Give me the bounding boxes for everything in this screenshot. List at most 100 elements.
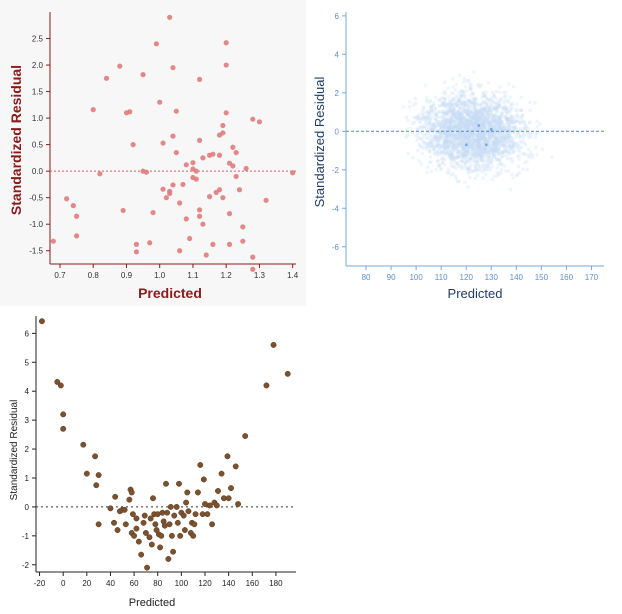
data-point bbox=[465, 151, 469, 155]
data-point bbox=[464, 150, 468, 154]
data-point bbox=[482, 117, 487, 121]
data-point bbox=[469, 159, 473, 163]
data-point bbox=[512, 141, 516, 145]
data-point bbox=[220, 122, 226, 129]
data-point bbox=[453, 124, 458, 128]
data-point bbox=[501, 110, 505, 114]
data-point bbox=[479, 128, 483, 132]
data-point bbox=[428, 134, 432, 138]
data-point bbox=[477, 152, 481, 156]
data-point bbox=[474, 133, 478, 138]
x-tick-label: -20 bbox=[34, 579, 46, 588]
data-point bbox=[485, 151, 489, 155]
data-point bbox=[103, 75, 110, 81]
data-point bbox=[512, 120, 516, 125]
data-point bbox=[177, 532, 184, 539]
data-point bbox=[476, 139, 480, 143]
data-point bbox=[495, 116, 499, 120]
data-point bbox=[233, 149, 239, 156]
data-point bbox=[449, 173, 453, 177]
data-point bbox=[441, 124, 445, 129]
data-point bbox=[483, 140, 487, 145]
data-point bbox=[499, 168, 503, 172]
data-point bbox=[471, 146, 475, 150]
data-point bbox=[464, 141, 468, 145]
data-point bbox=[517, 115, 521, 119]
data-point bbox=[473, 128, 477, 132]
data-point bbox=[428, 150, 432, 154]
data-point bbox=[480, 133, 484, 138]
data-point bbox=[460, 116, 464, 120]
data-point bbox=[468, 119, 472, 124]
data-point bbox=[242, 433, 249, 439]
data-point bbox=[510, 114, 514, 118]
data-point bbox=[485, 149, 489, 153]
data-point bbox=[485, 110, 489, 114]
data-point bbox=[456, 132, 461, 136]
data-point bbox=[464, 148, 468, 152]
data-point bbox=[497, 145, 501, 149]
data-point bbox=[467, 134, 471, 138]
data-point bbox=[478, 137, 482, 141]
data-point bbox=[492, 143, 496, 148]
data-point bbox=[223, 40, 229, 46]
data-point bbox=[510, 141, 514, 145]
data-point bbox=[422, 106, 426, 110]
data-point bbox=[523, 126, 528, 130]
data-point bbox=[499, 156, 503, 160]
data-point bbox=[508, 143, 512, 148]
data-point bbox=[498, 152, 502, 157]
data-point bbox=[477, 120, 481, 124]
data-point bbox=[511, 144, 515, 148]
data-point bbox=[440, 103, 444, 108]
data-point bbox=[488, 129, 492, 133]
data-point bbox=[481, 154, 485, 158]
data-point bbox=[436, 137, 440, 141]
data-point bbox=[478, 147, 483, 151]
data-point bbox=[495, 136, 499, 140]
data-point bbox=[465, 144, 470, 148]
data-point bbox=[472, 131, 476, 135]
data-point bbox=[456, 132, 460, 136]
data-point bbox=[446, 127, 450, 131]
y-tick-label: -6 bbox=[332, 243, 340, 252]
data-point bbox=[535, 119, 539, 123]
x-tick-label: 120 bbox=[198, 579, 212, 588]
data-point bbox=[477, 85, 482, 89]
data-point bbox=[509, 146, 513, 150]
data-point bbox=[509, 125, 514, 129]
data-point bbox=[428, 119, 432, 123]
data-point bbox=[491, 118, 495, 122]
data-point bbox=[462, 153, 466, 157]
data-point bbox=[503, 137, 507, 141]
data-point bbox=[469, 109, 473, 113]
data-point bbox=[476, 136, 480, 140]
data-point bbox=[446, 133, 451, 137]
data-point bbox=[456, 154, 460, 158]
data-point bbox=[456, 127, 460, 131]
data-point bbox=[460, 113, 464, 117]
data-point bbox=[508, 157, 512, 161]
data-point bbox=[516, 131, 520, 135]
data-point bbox=[518, 126, 522, 130]
x-tick-label: 0 bbox=[61, 579, 66, 588]
data-point bbox=[462, 149, 467, 153]
data-point bbox=[487, 81, 491, 85]
data-point bbox=[442, 119, 446, 123]
data-point bbox=[488, 124, 492, 128]
data-point bbox=[485, 117, 489, 121]
data-point bbox=[451, 118, 455, 122]
data-point bbox=[482, 148, 486, 152]
data-point bbox=[456, 143, 460, 147]
data-point bbox=[494, 128, 498, 132]
data-point bbox=[445, 113, 450, 117]
data-point bbox=[452, 133, 456, 137]
data-point bbox=[494, 139, 498, 144]
data-point bbox=[455, 147, 459, 151]
y-tick-label: 6 bbox=[25, 329, 30, 338]
data-point bbox=[458, 106, 462, 110]
data-point bbox=[444, 133, 448, 138]
data-point bbox=[480, 131, 485, 136]
data-point bbox=[429, 105, 433, 109]
data-point bbox=[520, 134, 524, 138]
